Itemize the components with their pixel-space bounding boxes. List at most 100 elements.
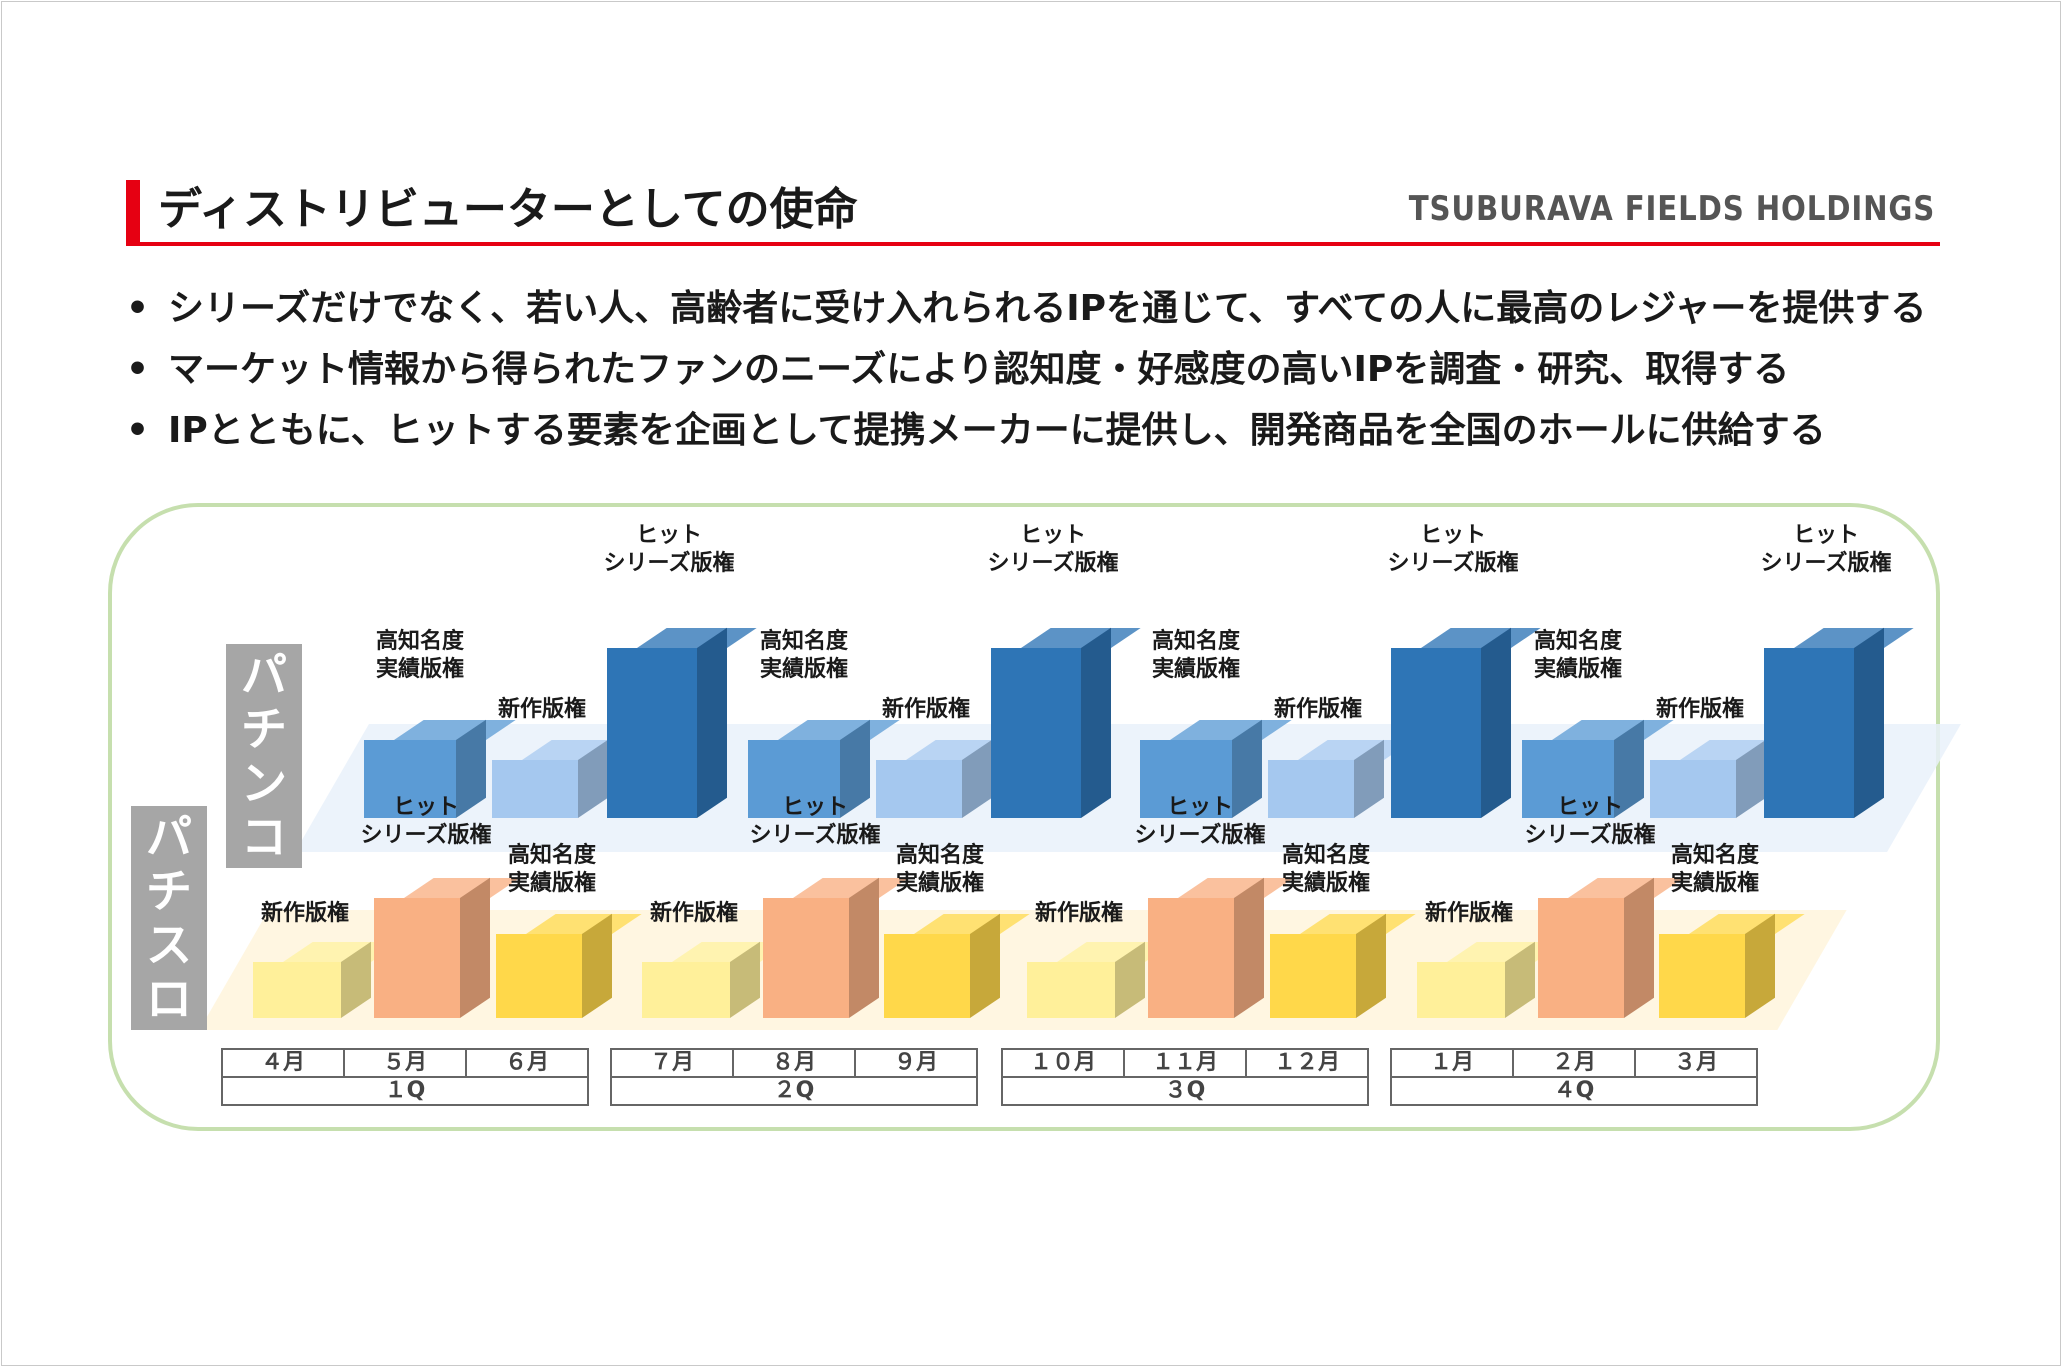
pachislo-high-recognition-bar xyxy=(496,913,642,1018)
pachislo-new-work-label-line: 新作版権 xyxy=(1424,901,1514,926)
pachinko-new-work-label-line: 新作版権 xyxy=(1273,697,1363,722)
bar-front-face xyxy=(1140,740,1232,818)
pachinko-hit-series-label-line: ヒット xyxy=(635,523,702,548)
pachinko-new-work-label-line: 新作版権 xyxy=(881,697,971,722)
pachislo-high-recognition-label: 高知名度 実績版権 xyxy=(1671,842,1759,898)
month-cell: ３月 xyxy=(1634,1048,1758,1078)
pachinko-high-recognition-label-line: 実績版権 xyxy=(1533,657,1623,682)
pachislo-high-recognition-label-line: 実績版権 xyxy=(1670,871,1760,896)
quarter-cell: ４Q xyxy=(1390,1076,1758,1106)
pachislo-hit-series-label: ヒット シリーズ版権 xyxy=(1135,794,1266,850)
pachislo-high-recognition-label: 高知名度 実績版権 xyxy=(896,842,984,898)
row-label-char: コ xyxy=(241,810,287,864)
bar-side-face xyxy=(1356,913,1386,1018)
bar-side-face xyxy=(970,913,1000,1018)
month-cell: ４月 xyxy=(221,1048,345,1078)
bar-side-face xyxy=(849,877,879,1018)
pachislo-new-work-bar xyxy=(1417,941,1565,1018)
pachinko-row-label: パ チ ン コ xyxy=(226,644,302,868)
row-label-char: パ xyxy=(241,648,287,702)
bar-side-face xyxy=(1854,627,1884,818)
pachinko-hit-series-label-line: シリーズ版権 xyxy=(603,551,735,576)
pachislo-hit-series-bar xyxy=(374,877,520,1018)
pachislo-hit-series-bar xyxy=(763,877,909,1018)
pachinko-high-recognition-label: 高知名度 実績版権 xyxy=(376,628,464,684)
row-label-char: パ xyxy=(146,810,192,864)
pachislo-high-recognition-label-line: 高知名度 xyxy=(1281,843,1371,868)
bar-front-face xyxy=(642,962,730,1018)
pachinko-new-work-label: 新作版権 xyxy=(498,696,586,724)
month-cell: ９月 xyxy=(854,1048,978,1078)
row-label-char: チ xyxy=(241,702,287,756)
row-label-char: チ xyxy=(146,864,192,918)
bar-front-face xyxy=(607,648,697,818)
month-cell: ７月 xyxy=(610,1048,734,1078)
bar-side-face xyxy=(1481,627,1511,818)
quarter-cell: ２Q xyxy=(610,1076,978,1106)
pachinko-hit-series-bar xyxy=(607,627,757,818)
bar-front-face xyxy=(763,898,849,1018)
pachinko-high-recognition-label-line: 実績版権 xyxy=(1151,657,1241,682)
pachislo-new-work-label-line: 新作版権 xyxy=(1034,901,1124,926)
bar-front-face xyxy=(748,740,840,818)
pachinko-high-recognition-bar xyxy=(748,719,900,818)
bar-front-face xyxy=(1764,648,1854,818)
title-accent-bar xyxy=(126,180,140,244)
pachislo-hit-series-bar xyxy=(1538,877,1684,1018)
month-cell: １１月 xyxy=(1123,1048,1247,1078)
pachinko-hit-series-label-line: シリーズ版権 xyxy=(987,551,1119,576)
pachinko-high-recognition-label: 高知名度 実績版権 xyxy=(1534,628,1622,684)
pachinko-hit-series-label: ヒット シリーズ版権 xyxy=(1761,522,1892,578)
month-cell: ６月 xyxy=(465,1048,589,1078)
brand-logo: TSUBURAVA FIELDS HOLDINGS xyxy=(1408,189,1935,229)
bar-side-face xyxy=(582,913,612,1018)
pachislo-high-recognition-label: 高知名度 実績版権 xyxy=(1282,842,1370,898)
month-cell: ８月 xyxy=(732,1048,856,1078)
pachinko-new-work-bar xyxy=(492,739,638,818)
pachislo-new-work-label: 新作版権 xyxy=(650,900,738,928)
pachislo-high-recognition-label-line: 高知名度 xyxy=(1670,843,1760,868)
bar-front-face xyxy=(1391,648,1481,818)
month-cell: ５月 xyxy=(343,1048,467,1078)
pachinko-new-work-label: 新作版権 xyxy=(882,696,970,724)
bar-front-face xyxy=(876,760,962,818)
row-label-char: ロ xyxy=(146,972,192,1026)
quarter-cell: ３Q xyxy=(1001,1076,1369,1106)
bar-front-face xyxy=(253,962,341,1018)
pachinko-new-work-bar xyxy=(1268,739,1414,818)
pachinko-hit-series-label-line: ヒット xyxy=(1419,523,1486,548)
pachislo-hit-series-label-line: ヒット xyxy=(1556,795,1623,820)
bullet-item: マーケット情報から得られたファンのニーズにより認知度・好感度の高いIPを調査・研… xyxy=(126,339,1926,400)
pachislo-row-label: パ チ ス ロ xyxy=(131,806,207,1030)
bar-front-face xyxy=(1417,962,1505,1018)
bar-front-face xyxy=(374,898,460,1018)
pachinko-hit-series-label: ヒット シリーズ版権 xyxy=(1388,522,1519,578)
pachinko-new-work-label-line: 新作版権 xyxy=(497,697,587,722)
month-cell: ２月 xyxy=(1512,1048,1636,1078)
bar-front-face xyxy=(991,648,1081,818)
pachislo-new-work-label: 新作版権 xyxy=(1425,900,1513,928)
quarter-cell: １Q xyxy=(221,1076,589,1106)
pachinko-hit-series-bar xyxy=(1764,627,1914,818)
pachislo-hit-series-label: ヒット シリーズ版権 xyxy=(1525,794,1656,850)
pachinko-hit-series-label-line: シリーズ版権 xyxy=(1760,551,1892,576)
pachislo-hit-series-label: ヒット シリーズ版権 xyxy=(361,794,492,850)
mission-bullet-list: シリーズだけでなく、若い人、高齢者に受け入れられるIPを通じて、すべての人に最高… xyxy=(126,278,1926,461)
pachislo-new-work-label-line: 新作版権 xyxy=(649,901,739,926)
pachinko-high-recognition-label-line: 高知名度 xyxy=(1533,629,1623,654)
pachislo-hit-series-label-line: シリーズ版権 xyxy=(1134,823,1266,848)
pachislo-high-recognition-bar xyxy=(1270,913,1416,1018)
pachinko-high-recognition-bar xyxy=(364,719,516,818)
pachislo-new-work-label: 新作版権 xyxy=(261,900,349,928)
month-cell: １２月 xyxy=(1245,1048,1369,1078)
bar-side-face xyxy=(697,627,727,818)
row-label-char: ス xyxy=(146,918,192,972)
bar-side-face xyxy=(1624,877,1654,1018)
pachinko-new-work-bar xyxy=(1650,739,1796,818)
bar-side-face xyxy=(460,877,490,1018)
month-cell: １月 xyxy=(1390,1048,1514,1078)
pachislo-hit-series-label-line: シリーズ版権 xyxy=(749,823,881,848)
bar-front-face xyxy=(1148,898,1234,1018)
pachislo-high-recognition-label-line: 実績版権 xyxy=(1281,871,1371,896)
bar-side-face xyxy=(1081,627,1111,818)
